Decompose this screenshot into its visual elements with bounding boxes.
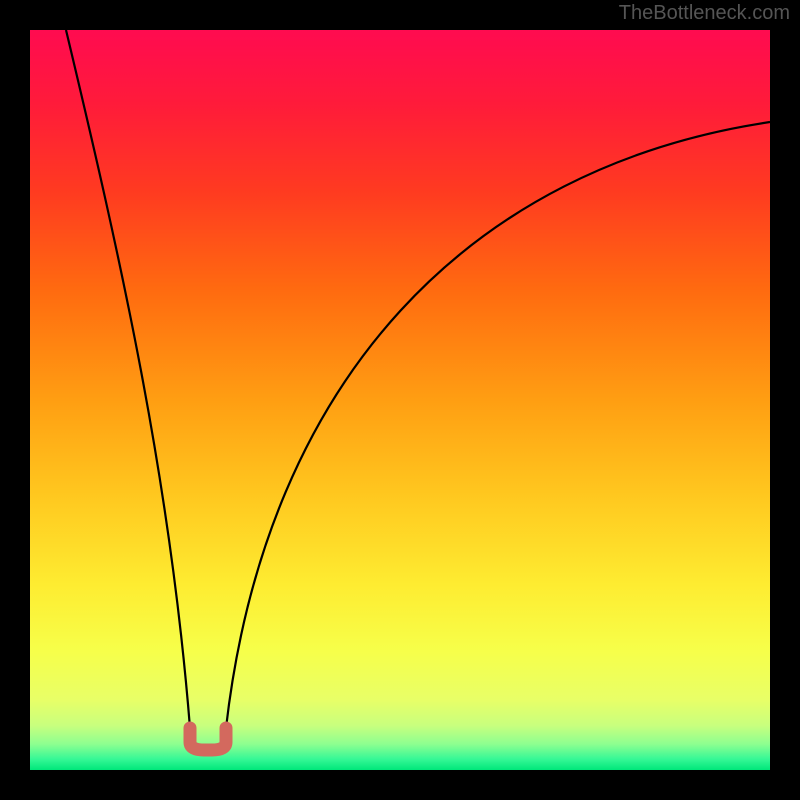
gradient-background [30, 30, 770, 770]
plot-svg [30, 30, 770, 770]
chart-root: TheBottleneck.com [0, 0, 800, 800]
plot-area [30, 30, 770, 770]
attribution-text: TheBottleneck.com [619, 2, 790, 25]
